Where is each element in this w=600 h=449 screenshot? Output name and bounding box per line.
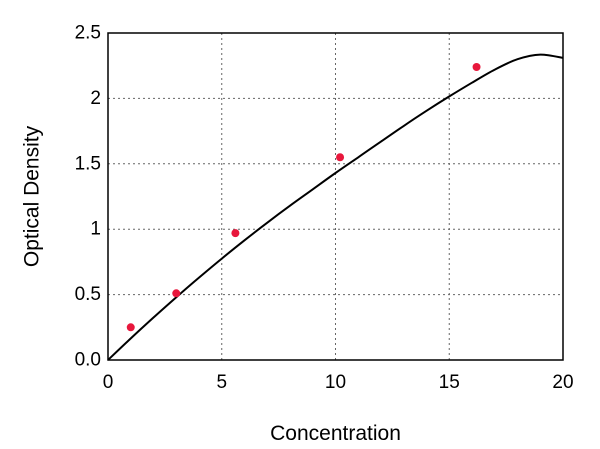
fitted-curve-line [107, 53, 564, 361]
data-point [172, 289, 181, 298]
x-tick-label: 5 [216, 372, 227, 393]
x-tick-label: 0 [103, 372, 114, 393]
y-axis-title: Optical Density [21, 125, 44, 267]
x-tick-label: 20 [552, 372, 573, 393]
data-point [126, 323, 135, 332]
x-tick-label: 15 [439, 372, 460, 393]
data-point [231, 229, 240, 238]
data-point [472, 63, 481, 72]
x-axis-title: Concentration [270, 422, 401, 445]
y-tick-label: 2.5 [75, 23, 101, 44]
y-tick-label: 0.5 [75, 284, 101, 305]
x-tick-label: 10 [325, 372, 346, 393]
data-point [336, 153, 345, 162]
y-tick-label: 0.0 [75, 350, 101, 371]
y-axis-ticks: 0.0 0.5 1 1.5 2 2.5 [75, 23, 101, 371]
y-tick-label: 2 [90, 88, 101, 109]
x-axis-ticks: 0 5 10 15 20 [103, 372, 574, 393]
data-points-layer [126, 63, 481, 332]
fitted-curve-layer [107, 53, 564, 361]
y-tick-label: 1.5 [75, 153, 101, 174]
y-tick-label: 1 [90, 219, 101, 240]
plot-area [107, 32, 564, 361]
grid-lines [108, 33, 563, 360]
